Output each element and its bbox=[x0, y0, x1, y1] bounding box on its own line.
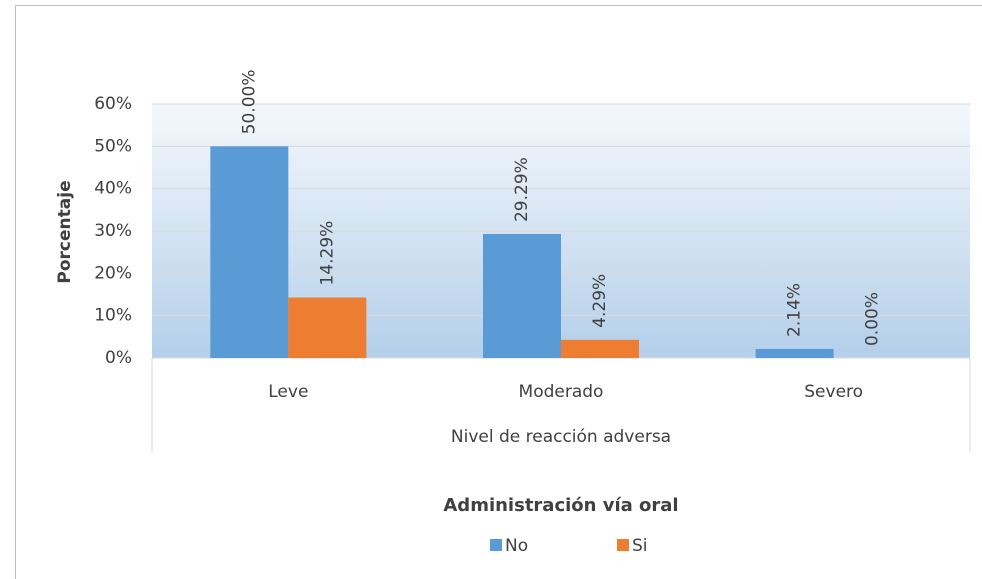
bar bbox=[561, 339, 639, 358]
data-label: 2.14% bbox=[785, 283, 805, 337]
x-tick-label: Leve bbox=[268, 382, 308, 402]
legend-title: Administración vía oral bbox=[443, 495, 678, 516]
bar bbox=[210, 146, 289, 358]
x-axis-title: Nivel de reacción adversa bbox=[451, 427, 671, 447]
chart-frame bbox=[15, 5, 982, 579]
data-label: 29.29% bbox=[512, 157, 532, 222]
y-tick-label: 10% bbox=[94, 306, 132, 326]
data-label: 0.00% bbox=[863, 292, 883, 346]
data-label: 50.00% bbox=[239, 70, 259, 135]
legend-swatch bbox=[617, 539, 629, 551]
x-tick-label: Severo bbox=[804, 382, 863, 402]
data-label: 14.29% bbox=[317, 221, 337, 286]
y-axis-title: Porcentaje bbox=[55, 180, 75, 283]
y-tick-label: 30% bbox=[94, 221, 132, 241]
legend-label: No bbox=[505, 536, 528, 556]
bar bbox=[483, 234, 561, 358]
legend-swatch bbox=[490, 539, 502, 551]
legend-label: Si bbox=[632, 536, 648, 556]
bar bbox=[755, 348, 834, 358]
bar bbox=[288, 297, 367, 358]
x-tick-label: Moderado bbox=[519, 382, 604, 402]
y-tick-label: 0% bbox=[105, 348, 132, 368]
y-tick-label: 40% bbox=[94, 179, 132, 199]
data-label: 4.29% bbox=[590, 274, 610, 328]
y-tick-label: 50% bbox=[94, 136, 132, 156]
y-tick-label: 60% bbox=[94, 94, 132, 114]
y-tick-label: 20% bbox=[94, 263, 132, 283]
